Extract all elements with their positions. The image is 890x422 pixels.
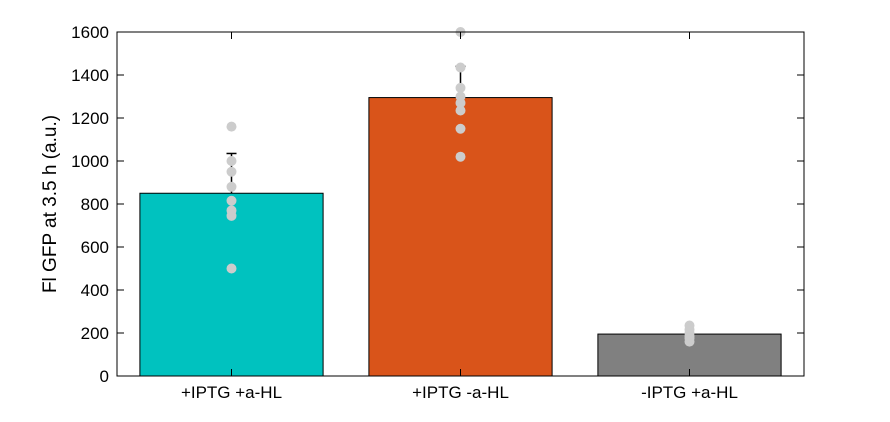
y-tick-label: 200 [81, 324, 109, 343]
x-tick-label: +IPTG +a-HL [181, 383, 282, 402]
data-point [226, 210, 237, 221]
data-point [455, 123, 466, 134]
data-point [226, 181, 237, 192]
y-tick-label: 1400 [71, 66, 109, 85]
bar [368, 97, 553, 377]
data-point [226, 166, 237, 177]
y-tick-label: 0 [100, 367, 109, 386]
y-tick-label: 1600 [71, 23, 109, 42]
data-point [455, 105, 466, 116]
points-layer [226, 27, 695, 347]
y-axis: 0 200 400 600 800 1000 1200 1400 1600 [71, 23, 804, 386]
data-point [455, 82, 466, 93]
data-point [226, 263, 237, 274]
x-tick-label: -IPTG +a-HL [641, 383, 738, 402]
y-tick-label: 800 [81, 195, 109, 214]
y-tick-label: 600 [81, 238, 109, 257]
data-point [455, 62, 466, 73]
y-tick-label: 400 [81, 281, 109, 300]
bar [139, 192, 324, 377]
data-point [455, 97, 466, 108]
data-point [455, 151, 466, 162]
y-tick-label: 1200 [71, 109, 109, 128]
data-point [226, 195, 237, 206]
y-axis-label: Fl GFP at 3.5 h (a.u.) [40, 115, 61, 293]
x-tick-label: +IPTG -a-HL [412, 383, 509, 402]
data-point [226, 121, 237, 132]
y-tick-label: 1000 [71, 152, 109, 171]
data-point [684, 336, 695, 347]
data-point [226, 156, 237, 166]
x-axis: +IPTG +a-HL +IPTG -a-HL -IPTG +a-HL [181, 32, 738, 402]
